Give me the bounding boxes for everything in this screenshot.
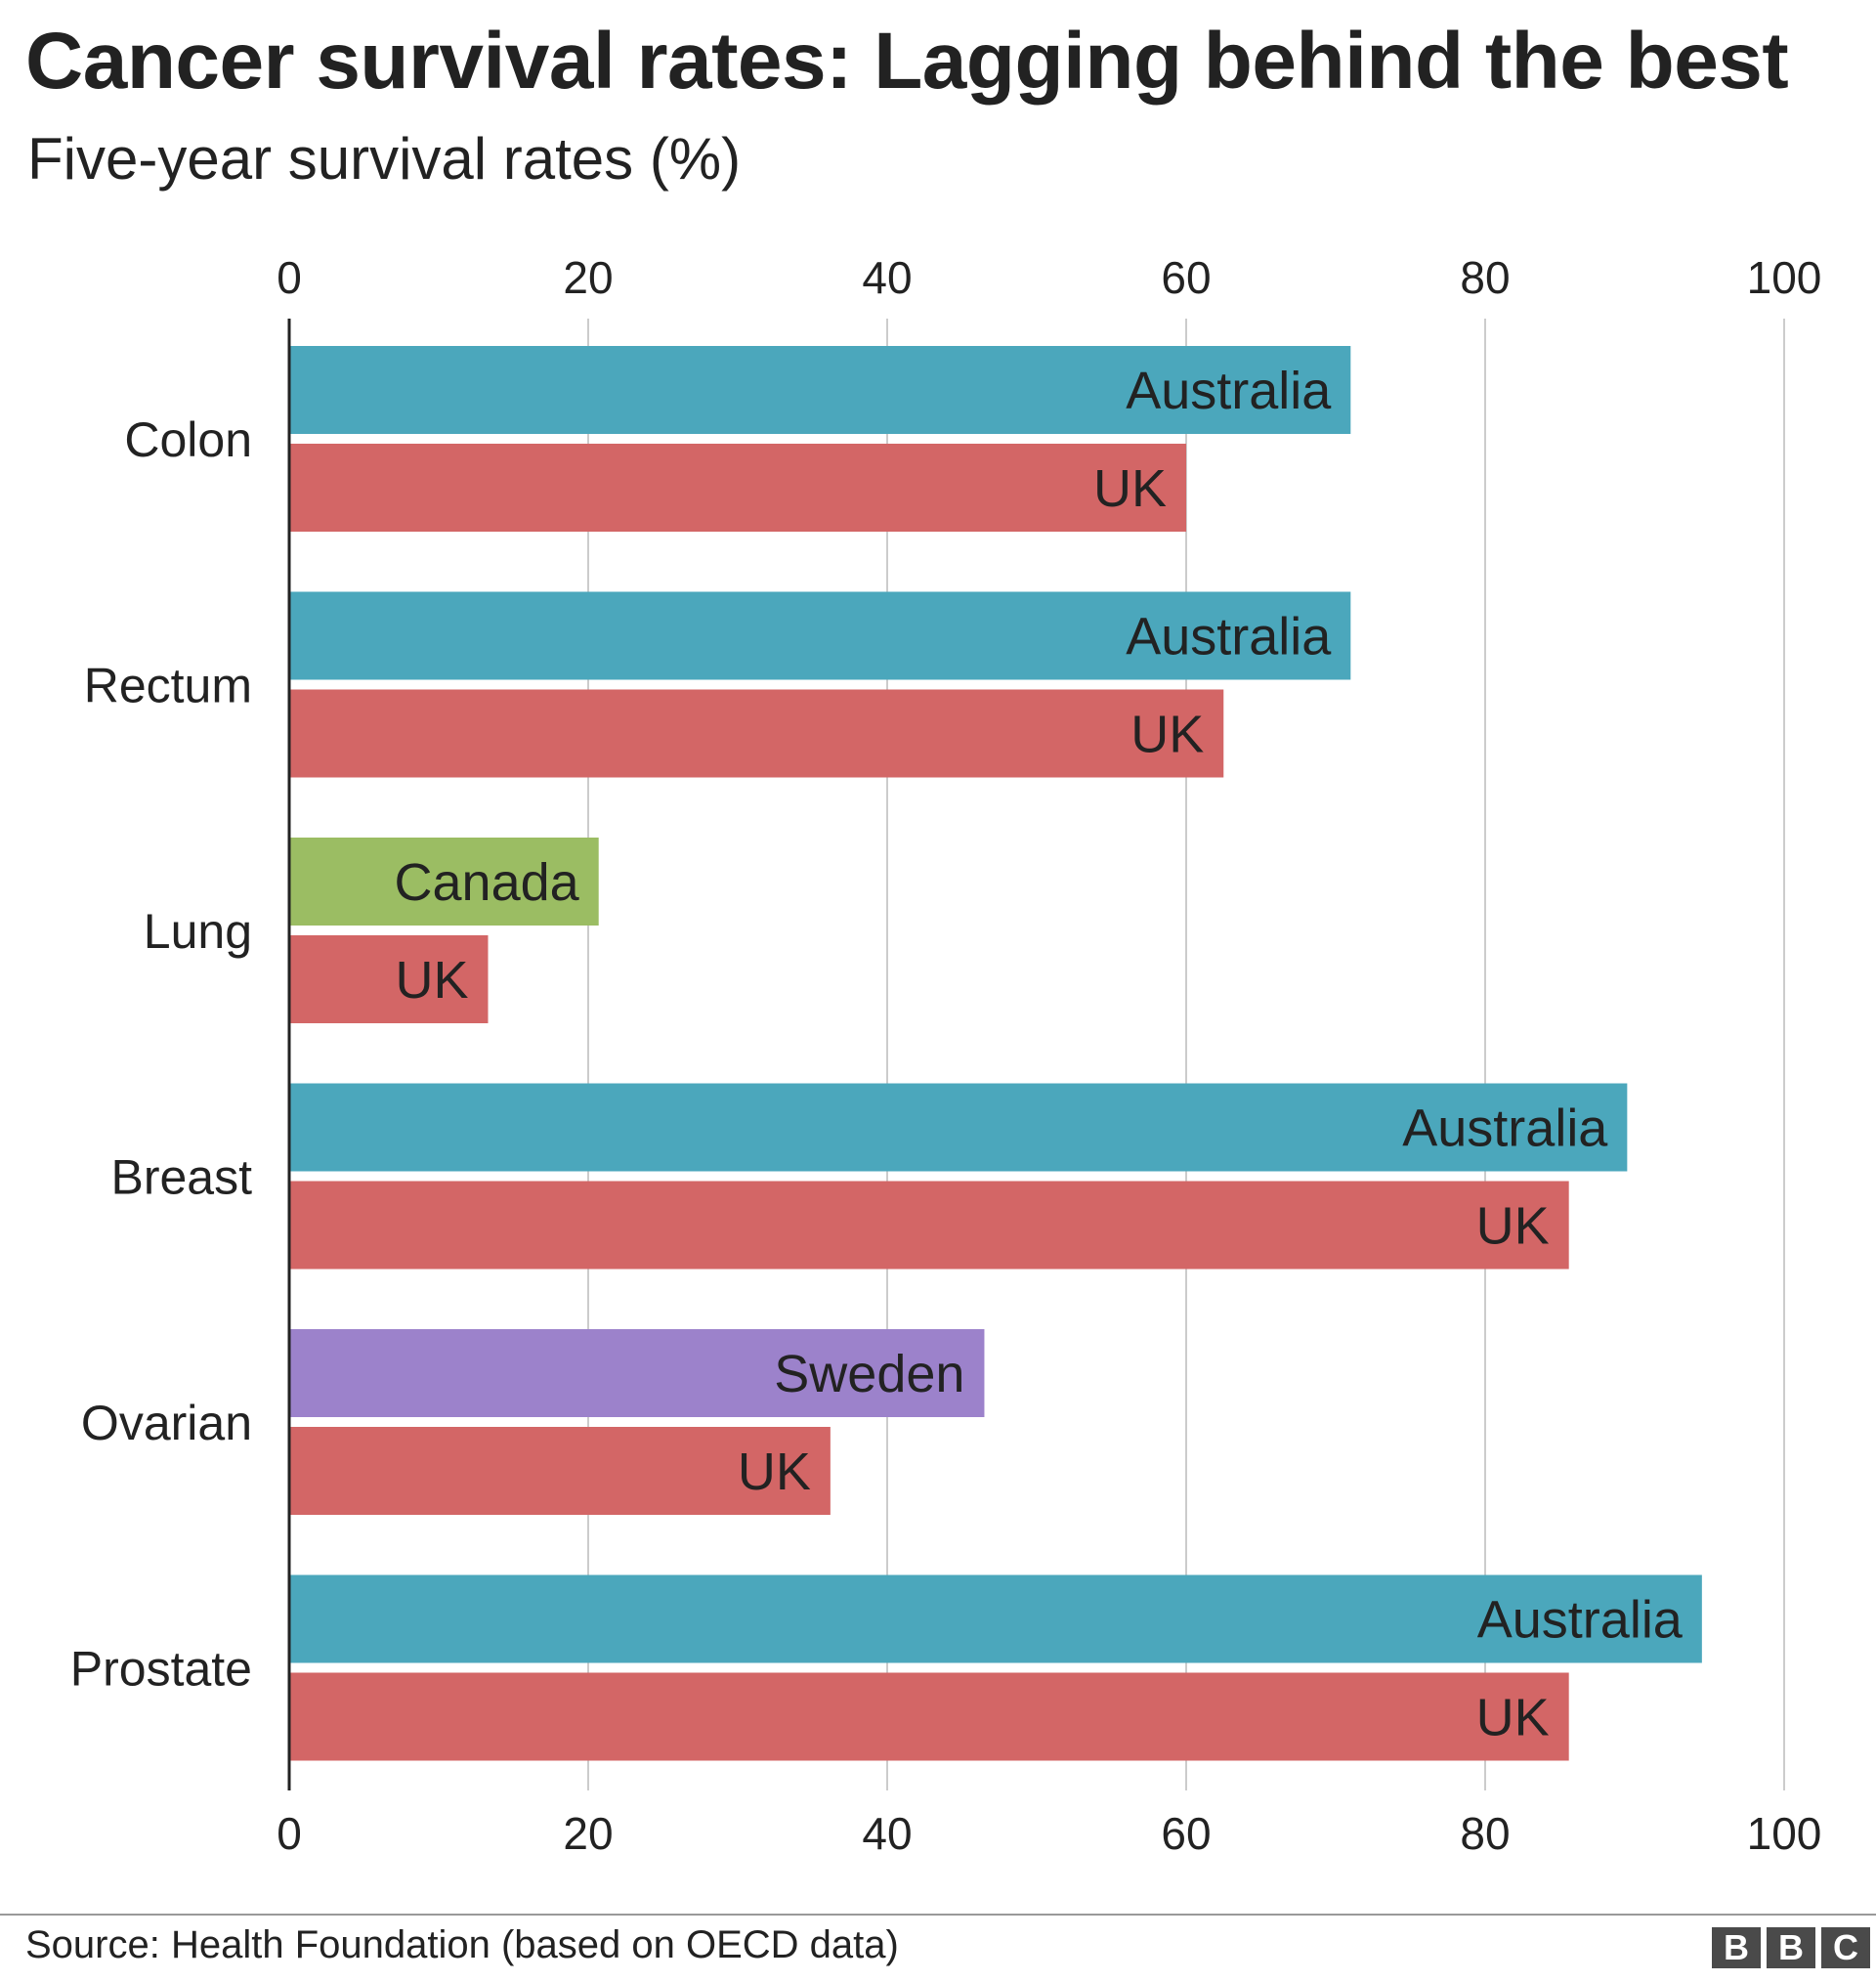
category-label-breast: Breast <box>110 1150 252 1205</box>
x-tick-label-top-60: 60 <box>1161 252 1211 303</box>
x-tick-label-top-40: 40 <box>862 252 912 303</box>
category-label-rectum: Rectum <box>84 659 252 713</box>
bar-label-colon-australia: Australia <box>1126 362 1332 420</box>
source-note: Source: Health Foundation (based on OECD… <box>25 1923 899 1966</box>
bar-label-breast-uk: UK <box>1476 1197 1550 1256</box>
bbc-logo: B B C <box>1712 1927 1870 1968</box>
category-label-lung: Lung <box>144 904 252 959</box>
bbc-logo-letter-1: B <box>1712 1927 1761 1968</box>
bar-ovarian-uk <box>289 1427 831 1515</box>
bbc-logo-letter-3: C <box>1821 1927 1870 1968</box>
bar-prostate-uk <box>289 1672 1569 1761</box>
bar-lung-canada <box>289 838 599 926</box>
bar-breast-uk <box>289 1181 1569 1270</box>
bar-rectum-australia <box>289 591 1351 680</box>
x-tick-label-top-80: 80 <box>1460 252 1510 303</box>
bbc-logo-letter-2: B <box>1767 1927 1815 1968</box>
category-label-prostate: Prostate <box>70 1642 252 1697</box>
footer-divider <box>0 1914 1876 1916</box>
chart-title: Cancer survival rates: Lagging behind th… <box>25 17 1789 106</box>
bar-lung-uk <box>289 935 489 1023</box>
x-tick-label-top-0: 0 <box>277 252 302 303</box>
x-tick-label-top-100: 100 <box>1747 252 1822 303</box>
bar-label-rectum-uk: UK <box>1130 706 1204 764</box>
x-tick-label-bottom-40: 40 <box>862 1808 912 1859</box>
bar-label-colon-uk: UK <box>1093 459 1167 518</box>
bar-chart: 0 0 20 20 40 40 60 60 80 80 100 100 Australia UK Colon… <box>70 252 1822 1859</box>
bar-ovarian-sweden <box>289 1329 985 1417</box>
bar-prostate-australia <box>289 1574 1702 1663</box>
bar-label-rectum-australia: Australia <box>1126 608 1332 667</box>
category-label-colon: Colon <box>124 412 252 467</box>
category-label-ovarian: Ovarian <box>81 1396 252 1450</box>
bar-label-breast-australia: Australia <box>1402 1099 1608 1158</box>
bar-label-ovarian-uk: UK <box>738 1443 811 1501</box>
bar-label-lung-canada: Canada <box>395 853 580 912</box>
chart-subtitle: Five-year survival rates (%) <box>27 126 742 192</box>
bar-colon-australia <box>289 346 1351 434</box>
x-tick-label-bottom-80: 80 <box>1460 1808 1510 1859</box>
x-tick-label-bottom-100: 100 <box>1747 1808 1822 1859</box>
bar-label-lung-uk: UK <box>395 951 468 1010</box>
bar-label-prostate-australia: Australia <box>1477 1591 1684 1650</box>
x-tick-label-bottom-60: 60 <box>1161 1808 1211 1859</box>
bar-colon-uk <box>289 444 1186 532</box>
x-tick-label-bottom-0: 0 <box>277 1808 302 1859</box>
bar-label-prostate-uk: UK <box>1476 1689 1550 1747</box>
x-tick-label-bottom-20: 20 <box>563 1808 613 1859</box>
bar-label-ovarian-sweden: Sweden <box>774 1345 964 1403</box>
bar-breast-australia <box>289 1083 1628 1172</box>
x-tick-label-top-20: 20 <box>563 252 613 303</box>
bar-rectum-uk <box>289 689 1224 778</box>
